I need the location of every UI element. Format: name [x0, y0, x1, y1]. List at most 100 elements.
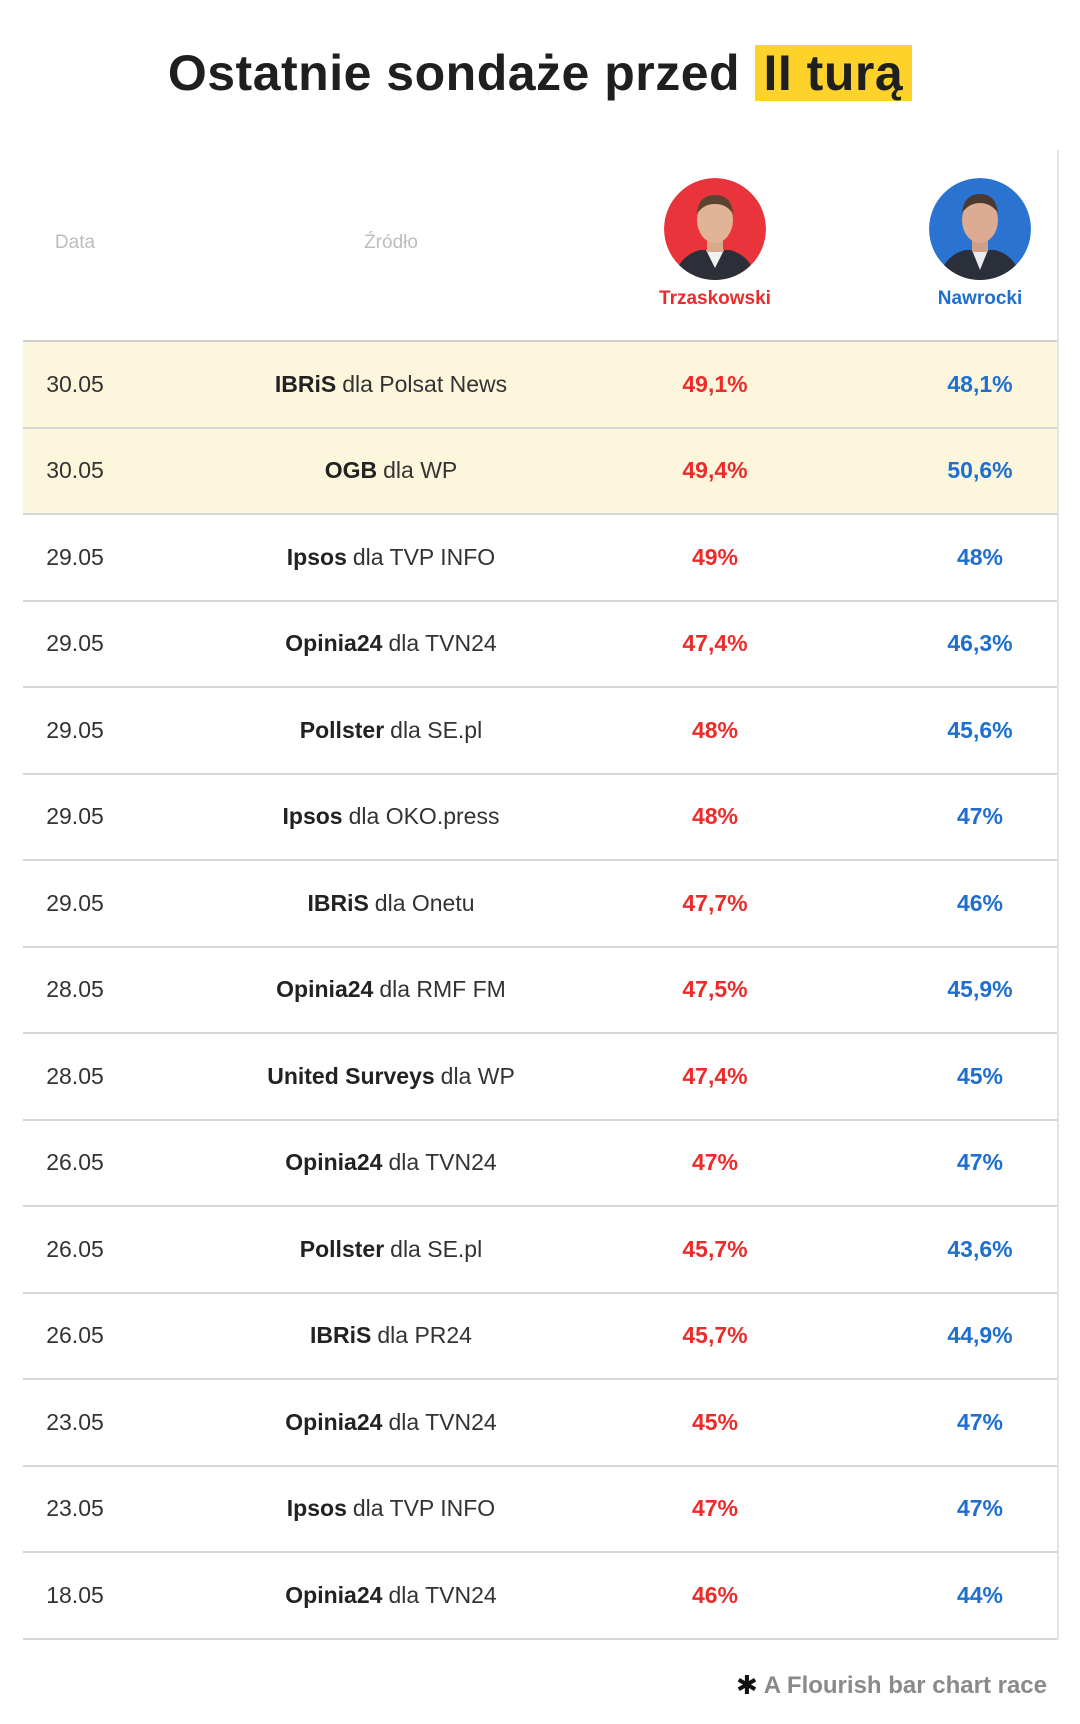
row-date: 28.05 [46, 976, 104, 1003]
row-source: Opinia24 dla TVN24 [127, 1121, 655, 1206]
row-trzaskowski-value: 45,7% [682, 1235, 748, 1262]
row-pollster: Pollster [299, 716, 385, 743]
table-header: Data Źródło Trzaskowski [23, 150, 1057, 342]
avatar-trzaskowski [664, 178, 766, 280]
header-date: Data [54, 232, 96, 253]
row-media: dla SE.pl [390, 716, 483, 743]
table-row: 29.05 IBRiS dla Onetu 47,7% 46% [23, 861, 1057, 948]
flourish-credit-text: A Flourish bar chart race [763, 1671, 1047, 1699]
table-body: 30.05 IBRiS dla Polsat News 49,1% 48,1% 30.05… [23, 342, 1057, 1640]
row-nawrocki-value: 50,6% [947, 457, 1013, 484]
candidate-nawrocki: Nawrocki [848, 178, 1080, 310]
row-nawrocki-value: 47% [956, 1149, 1004, 1176]
row-pollster: IBRiS [307, 889, 369, 916]
row-nawrocki-value: 47% [956, 1495, 1004, 1522]
row-date: 26.05 [46, 1322, 104, 1349]
row-trzaskowski-value: 49% [691, 543, 739, 570]
row-source: Opinia24 dla TVN24 [127, 1553, 655, 1638]
row-date: 29.05 [46, 630, 104, 657]
table-row: 28.05 Opinia24 dla RMF FM 47,5% 45,9% [23, 948, 1057, 1034]
row-trzaskowski-value: 45% [691, 1408, 739, 1435]
row-media: dla WP [383, 457, 458, 484]
row-media: dla SE.pl [390, 1235, 483, 1262]
row-media: dla PR24 [377, 1322, 472, 1349]
row-nawrocki-value: 45,6% [947, 716, 1013, 743]
row-nawrocki-value: 44% [956, 1581, 1004, 1608]
row-date: 30.05 [46, 370, 104, 397]
table-row: 26.05 IBRiS dla PR24 45,7% 44,9% [23, 1294, 1057, 1380]
row-media: dla TVP INFO [352, 543, 496, 570]
polls-table: Data Źródło Trzaskowski [23, 150, 1059, 1640]
asterisk-icon: ✱ [736, 1670, 758, 1700]
row-nawrocki-value: 43,6% [947, 1235, 1013, 1262]
row-trzaskowski-value: 47,7% [682, 889, 748, 916]
row-trzaskowski-value: 47,4% [682, 1062, 748, 1089]
row-nawrocki-value: 48,1% [947, 370, 1013, 397]
candidate-trzaskowski: Trzaskowski [583, 178, 847, 310]
row-source: IBRiS dla Polsat News [127, 342, 655, 427]
row-source: IBRiS dla Onetu [127, 861, 655, 946]
row-pollster: Opinia24 [285, 630, 383, 657]
table-row: 29.05 Ipsos dla TVP INFO 49% 48% [23, 515, 1057, 602]
table-row: 29.05 Opinia24 dla TVN24 47,4% 46,3% [23, 602, 1057, 688]
row-trzaskowski-value: 48% [691, 803, 739, 830]
row-pollster: OGB [324, 457, 378, 484]
row-trzaskowski-value: 47% [691, 1495, 739, 1522]
row-media: dla OKO.press [348, 803, 500, 830]
row-trzaskowski-value: 45,7% [682, 1322, 748, 1349]
row-date: 29.05 [46, 716, 104, 743]
row-nawrocki-value: 46,3% [947, 630, 1013, 657]
row-date: 28.05 [46, 1062, 104, 1089]
row-media: dla Onetu [374, 889, 475, 916]
table-row: 28.05 United Surveys dla WP 47,4% 45% [23, 1034, 1057, 1121]
row-source: OGB dla WP [127, 429, 655, 514]
flourish-credit[interactable]: ✱ A Flourish bar chart race [736, 1670, 1047, 1701]
row-media: dla TVP INFO [352, 1495, 496, 1522]
row-date: 30.05 [46, 457, 104, 484]
table-row: 18.05 Opinia24 dla TVN24 46% 44% [23, 1553, 1057, 1640]
row-date: 26.05 [46, 1149, 104, 1176]
row-pollster: Opinia24 [276, 976, 374, 1003]
table-row: 30.05 IBRiS dla Polsat News 49,1% 48,1% [23, 342, 1057, 429]
row-source: Opinia24 dla TVN24 [127, 1380, 655, 1465]
title-text: Ostatnie sondaże przed [167, 45, 741, 101]
row-nawrocki-value: 45,9% [947, 976, 1013, 1003]
row-media: dla WP [440, 1062, 515, 1089]
row-pollster: IBRiS [310, 1322, 372, 1349]
row-trzaskowski-value: 47,4% [682, 630, 748, 657]
row-nawrocki-value: 45% [956, 1062, 1004, 1089]
title-highlight: II turą [754, 45, 913, 101]
row-source: Opinia24 dla RMF FM [127, 948, 655, 1033]
row-pollster: IBRiS [274, 370, 337, 397]
row-trzaskowski-value: 48% [691, 716, 739, 743]
row-source: Pollster dla SE.pl [127, 1207, 655, 1292]
row-nawrocki-value: 44,9% [947, 1322, 1013, 1349]
row-date: 23.05 [46, 1408, 104, 1435]
row-date: 29.05 [46, 803, 104, 830]
row-date: 29.05 [46, 543, 104, 570]
row-pollster: Opinia24 [285, 1149, 383, 1176]
table-row: 29.05 Ipsos dla OKO.press 48% 47% [23, 775, 1057, 861]
row-date: 26.05 [46, 1235, 104, 1262]
row-nawrocki-value: 48% [956, 543, 1004, 570]
table-row: 26.05 Pollster dla SE.pl 45,7% 43,6% [23, 1207, 1057, 1294]
table-row: 30.05 OGB dla WP 49,4% 50,6% [23, 428, 1057, 515]
row-media: dla TVN24 [388, 1149, 497, 1176]
row-source: Ipsos dla OKO.press [127, 775, 655, 860]
table-row: 23.05 Ipsos dla TVP INFO 47% 47% [23, 1467, 1057, 1553]
row-media: dla TVN24 [388, 1581, 497, 1608]
candidate-name-trzaskowski: Trzaskowski [659, 288, 771, 309]
row-nawrocki-value: 47% [956, 803, 1004, 830]
row-pollster: Opinia24 [285, 1581, 383, 1608]
row-pollster: Opinia24 [285, 1408, 383, 1435]
row-pollster: Ipsos [282, 803, 343, 830]
row-source: United Surveys dla WP [127, 1034, 655, 1119]
row-source: Ipsos dla TVP INFO [127, 1467, 655, 1552]
row-trzaskowski-value: 49,1% [682, 370, 748, 397]
row-source: Opinia24 dla TVN24 [127, 602, 655, 687]
table-row: 23.05 Opinia24 dla TVN24 45% 47% [23, 1380, 1057, 1467]
header-source: Źródło [364, 232, 418, 253]
row-pollster: United Surveys [267, 1062, 435, 1089]
row-date: 29.05 [46, 889, 104, 916]
candidate-name-nawrocki: Nawrocki [937, 288, 1023, 309]
